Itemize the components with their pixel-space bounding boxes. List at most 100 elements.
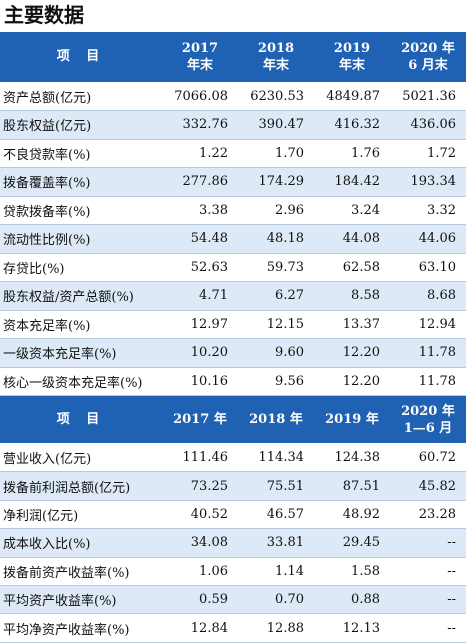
row-value: 33.81 [238, 528, 314, 558]
row-value: 34.08 [162, 528, 238, 558]
row-label: 拨备覆盖率(%) [0, 167, 162, 197]
row-value: 4849.87 [314, 82, 390, 111]
row-value: 1.06 [162, 557, 238, 586]
row-value: 12.13 [314, 613, 390, 643]
row-label: 平均资产收益率(%) [0, 585, 162, 615]
row-value: 6.27 [238, 281, 314, 311]
row-value: 48.92 [314, 500, 390, 530]
row-value: 11.78 [390, 338, 466, 368]
page-title: 主要数据 [4, 3, 84, 27]
table-row: 拨备覆盖率(%) 277.86 174.29 184.42 193.34 [0, 167, 466, 197]
row-value: 111.46 [162, 443, 238, 473]
row-value: 9.60 [238, 338, 314, 368]
row-value: 59.73 [238, 253, 314, 282]
row-value: 3.24 [314, 196, 390, 225]
row-label: 平均净资产收益率(%) [0, 613, 162, 643]
table-row: 平均净资产收益率(%) 12.84 12.88 12.13 -- [0, 613, 466, 643]
header-period-3: 2019 年末 [314, 32, 390, 83]
header-period-2: 2018 年末 [238, 32, 314, 83]
row-label: 成本收入比(%) [0, 528, 162, 558]
row-value: 1.76 [314, 139, 390, 168]
row-value: 1.22 [162, 139, 238, 168]
table-row: 净利润(亿元) 40.52 46.57 48.92 23.28 [0, 500, 466, 530]
row-label: 营业收入(亿元) [0, 443, 162, 473]
row-value: 12.15 [238, 310, 314, 339]
row-value: 73.25 [162, 471, 238, 501]
row-label: 不良贷款率(%) [0, 139, 162, 168]
header-period-4: 2020 年 1—6 月 [390, 395, 466, 444]
table-row: 平均资产收益率(%) 0.59 0.70 0.88 -- [0, 585, 466, 615]
header-period-1: 2017 年末 [162, 32, 238, 83]
row-value: 12.84 [162, 613, 238, 643]
row-value: 114.34 [238, 443, 314, 473]
row-value: 3.38 [162, 196, 238, 225]
row-value: 62.58 [314, 253, 390, 282]
row-value: 0.59 [162, 585, 238, 615]
table-row: 拨备前利润总额(亿元) 73.25 75.51 87.51 45.82 [0, 471, 466, 501]
row-value: 45.82 [390, 471, 466, 501]
row-value: 44.06 [390, 224, 466, 254]
row-value: 124.38 [314, 443, 390, 473]
table-row: 存贷比(%) 52.63 59.73 62.58 63.10 [0, 253, 466, 282]
row-value: 4.71 [162, 281, 238, 311]
row-value: 416.32 [314, 110, 390, 140]
table-row: 不良贷款率(%) 1.22 1.70 1.76 1.72 [0, 139, 466, 168]
row-value: 390.47 [238, 110, 314, 140]
row-value: 1.70 [238, 139, 314, 168]
row-label: 核心一级资本充足率(%) [0, 367, 162, 396]
table-row: 流动性比例(%) 54.48 48.18 44.08 44.06 [0, 224, 466, 254]
table-row: 一级资本充足率(%) 10.20 9.60 12.20 11.78 [0, 338, 466, 368]
row-value: 436.06 [390, 110, 466, 140]
row-label: 存贷比(%) [0, 253, 162, 282]
row-value: 87.51 [314, 471, 390, 501]
row-value: 6230.53 [238, 82, 314, 111]
row-label: 股东权益(亿元) [0, 110, 162, 140]
row-value: 277.86 [162, 167, 238, 197]
row-value: 184.42 [314, 167, 390, 197]
header-item-label: 项 目 [0, 395, 162, 444]
row-value: 54.48 [162, 224, 238, 254]
row-value: 174.29 [238, 167, 314, 197]
table2-header-row: 项 目 2017 年 2018 年 2019 年 2020 年 1—6 月 [0, 395, 466, 444]
row-label: 拨备前资产收益率(%) [0, 557, 162, 586]
row-value: 48.18 [238, 224, 314, 254]
header-period-1: 2017 年 [162, 395, 238, 444]
row-value: 75.51 [238, 471, 314, 501]
row-value: 0.70 [238, 585, 314, 615]
row-value: 12.94 [390, 310, 466, 339]
row-value: 12.20 [314, 338, 390, 368]
row-value: 23.28 [390, 500, 466, 530]
row-value: 1.58 [314, 557, 390, 586]
row-value: 332.76 [162, 110, 238, 140]
row-label: 拨备前利润总额(亿元) [0, 471, 162, 501]
row-label: 流动性比例(%) [0, 224, 162, 254]
row-label: 一级资本充足率(%) [0, 338, 162, 368]
table-row: 核心一级资本充足率(%) 10.16 9.56 12.20 11.78 [0, 367, 466, 396]
row-value: 193.34 [390, 167, 466, 197]
row-value: 44.08 [314, 224, 390, 254]
row-label: 股东权益/资产总额(%) [0, 281, 162, 311]
row-value: 2.96 [238, 196, 314, 225]
table-row: 拨备前资产收益率(%) 1.06 1.14 1.58 -- [0, 557, 466, 586]
row-value: 29.45 [314, 528, 390, 558]
row-label: 贷款拨备率(%) [0, 196, 162, 225]
row-value: 8.68 [390, 281, 466, 311]
row-value: 7066.08 [162, 82, 238, 111]
row-value: -- [390, 613, 466, 643]
row-value: -- [390, 557, 466, 586]
row-value: 40.52 [162, 500, 238, 530]
header-period-2: 2018 年 [238, 395, 314, 444]
table-row: 资产总额(亿元) 7066.08 6230.53 4849.87 5021.36 [0, 82, 466, 111]
row-value: 3.32 [390, 196, 466, 225]
table-row: 股东权益/资产总额(%) 4.71 6.27 8.58 8.68 [0, 281, 466, 311]
row-value: 1.72 [390, 139, 466, 168]
row-value: -- [390, 585, 466, 615]
row-value: 12.88 [238, 613, 314, 643]
row-value: 5021.36 [390, 82, 466, 111]
row-value: 12.97 [162, 310, 238, 339]
table-row: 股东权益(亿元) 332.76 390.47 416.32 436.06 [0, 110, 466, 140]
table-row: 成本收入比(%) 34.08 33.81 29.45 -- [0, 528, 466, 558]
